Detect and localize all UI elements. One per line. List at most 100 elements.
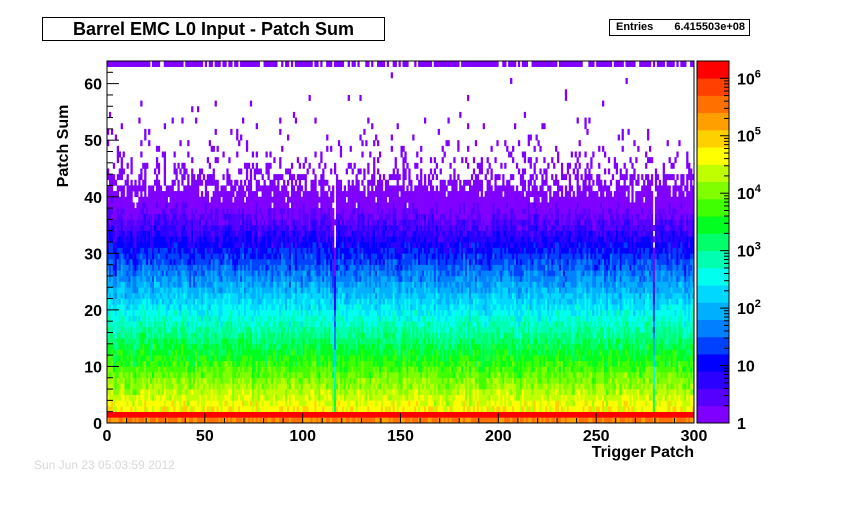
heatmap-cell — [198, 394, 202, 401]
heatmap-cell — [224, 298, 227, 305]
heatmap-cell — [300, 213, 303, 220]
heatmap-cell — [314, 225, 317, 231]
heatmap-cell — [222, 230, 225, 237]
heatmap-cell — [259, 264, 262, 271]
heatmap-cell — [108, 219, 112, 226]
heatmap-cell — [128, 298, 131, 305]
heatmap-cell — [251, 343, 255, 350]
heatmap-cell — [265, 208, 268, 215]
heatmap-cell — [304, 281, 307, 288]
heatmap-cell — [198, 242, 202, 248]
heatmap-cell — [108, 298, 112, 305]
heatmap-cell — [197, 417, 200, 424]
heatmap-cell — [249, 377, 253, 384]
heatmap-cell — [230, 326, 233, 333]
heatmap-cell — [138, 315, 141, 322]
heatmap-cell — [304, 191, 307, 198]
heatmap-cell — [136, 304, 139, 311]
heatmap-cell — [253, 372, 257, 379]
heatmap-cell — [263, 185, 266, 192]
heatmap-cell — [107, 253, 110, 260]
heatmap-cell — [243, 366, 247, 373]
heatmap-cell — [116, 270, 120, 277]
heatmap-cell — [183, 315, 186, 322]
heatmap-cell — [310, 326, 313, 333]
heatmap-cell — [226, 236, 229, 243]
heatmap-cell — [267, 236, 270, 243]
heatmap-cell — [304, 377, 307, 384]
heatmap-cell — [234, 281, 237, 288]
heatmap-cell — [214, 366, 217, 373]
heatmap-cell — [222, 411, 225, 418]
heatmap-cell — [236, 236, 239, 243]
heatmap-cell — [263, 196, 266, 203]
heatmap-cell — [108, 411, 112, 418]
heatmap-cell — [306, 168, 309, 175]
heatmap-cell — [140, 383, 143, 390]
heatmap-cell — [300, 304, 303, 311]
heatmap-cell — [195, 372, 198, 379]
heatmap-cell — [198, 315, 202, 322]
heatmap-cell — [177, 406, 180, 412]
heatmap-cell — [130, 417, 133, 424]
heatmap-cell — [224, 309, 227, 316]
heatmap-cell — [271, 253, 274, 260]
heatmap-cell — [136, 349, 139, 356]
heatmap-cell — [288, 236, 292, 243]
heatmap-cell — [197, 287, 200, 294]
heatmap-cell — [108, 349, 112, 356]
heatmap-cell — [136, 242, 139, 248]
heatmap-cell — [130, 411, 133, 418]
heatmap-cell — [107, 196, 110, 203]
heatmap-cell — [204, 355, 208, 362]
heatmap-cell — [273, 202, 276, 209]
heatmap-cell — [310, 281, 313, 288]
heatmap-cell — [222, 213, 225, 220]
heatmap-cell — [202, 394, 206, 401]
heatmap-cell — [179, 213, 182, 220]
heatmap-cell — [306, 281, 309, 288]
heatmap-cell — [238, 258, 241, 265]
heatmap-cell — [314, 377, 317, 384]
heatmap-cell — [187, 247, 190, 254]
heatmap-cell — [210, 321, 213, 328]
heatmap-cell — [110, 258, 114, 265]
heatmap-cell — [191, 349, 194, 356]
heatmap-cell — [136, 377, 139, 384]
heatmap-cell — [144, 355, 147, 362]
heatmap-cell — [269, 332, 272, 339]
heatmap-cell — [159, 264, 163, 271]
heatmap-cell — [234, 179, 237, 186]
heatmap-cell — [251, 338, 255, 345]
heatmap-cell — [148, 383, 151, 390]
heatmap-cell — [240, 304, 243, 311]
heatmap-cell — [159, 309, 163, 316]
heatmap-cell — [267, 292, 270, 299]
heatmap-cell — [163, 377, 166, 384]
heatmap-cell — [257, 219, 260, 226]
heatmap-cell — [245, 338, 249, 345]
heatmap-cell — [136, 411, 139, 418]
heatmap-cell — [138, 275, 141, 282]
heatmap-cell — [118, 366, 121, 373]
heatmap-cell — [148, 242, 151, 248]
heatmap-cell — [136, 383, 139, 390]
heatmap-cell — [148, 219, 151, 226]
heatmap-cell — [132, 304, 135, 311]
heatmap-cell — [318, 366, 321, 373]
heatmap-cell — [302, 191, 305, 198]
heatmap-cell — [234, 321, 237, 328]
heatmap-cell — [294, 298, 298, 305]
heatmap-cell — [253, 264, 257, 271]
heatmap-cell — [181, 389, 184, 396]
heatmap-cell — [228, 298, 231, 305]
heatmap-cell — [187, 151, 190, 158]
heatmap-cell — [142, 400, 145, 407]
heatmap-cell — [243, 389, 247, 396]
heatmap-cell — [287, 326, 290, 333]
heatmap-cell — [240, 411, 243, 418]
heatmap-cell — [300, 287, 303, 294]
heatmap-cell — [234, 383, 237, 390]
heatmap-cell — [238, 298, 241, 305]
heatmap-cell — [304, 411, 307, 418]
